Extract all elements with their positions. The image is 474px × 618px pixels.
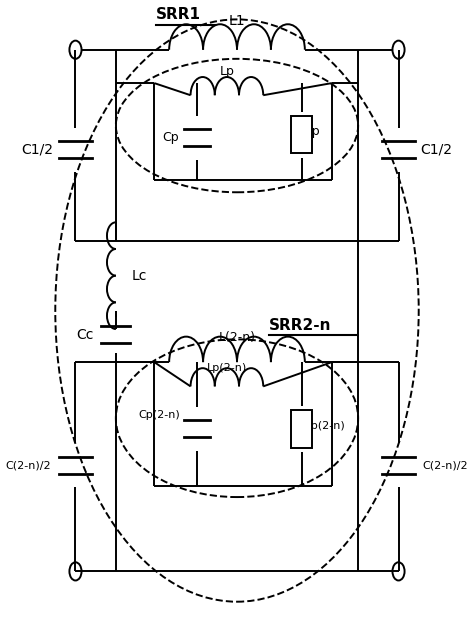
Text: Lc: Lc: [132, 269, 147, 282]
Text: C1/2: C1/2: [21, 143, 53, 157]
Text: L(2-n): L(2-n): [219, 331, 255, 344]
Text: C1/2: C1/2: [421, 143, 453, 157]
Text: Cp(2-n): Cp(2-n): [139, 410, 181, 420]
Text: C(2-n)/2: C(2-n)/2: [423, 460, 468, 470]
Text: SRR1: SRR1: [156, 7, 201, 22]
Text: Cp: Cp: [162, 131, 178, 144]
Text: C(2-n)/2: C(2-n)/2: [6, 460, 51, 470]
Text: Lp: Lp: [219, 66, 234, 78]
Bar: [291, 116, 312, 153]
Text: Lp(2-n): Lp(2-n): [207, 363, 247, 373]
Text: L1: L1: [228, 14, 246, 28]
Text: SRR2-n: SRR2-n: [269, 318, 332, 333]
Bar: [291, 410, 312, 447]
Text: Cc: Cc: [76, 328, 94, 342]
Text: Rp: Rp: [304, 125, 320, 138]
Text: Rp(2-n): Rp(2-n): [304, 421, 346, 431]
